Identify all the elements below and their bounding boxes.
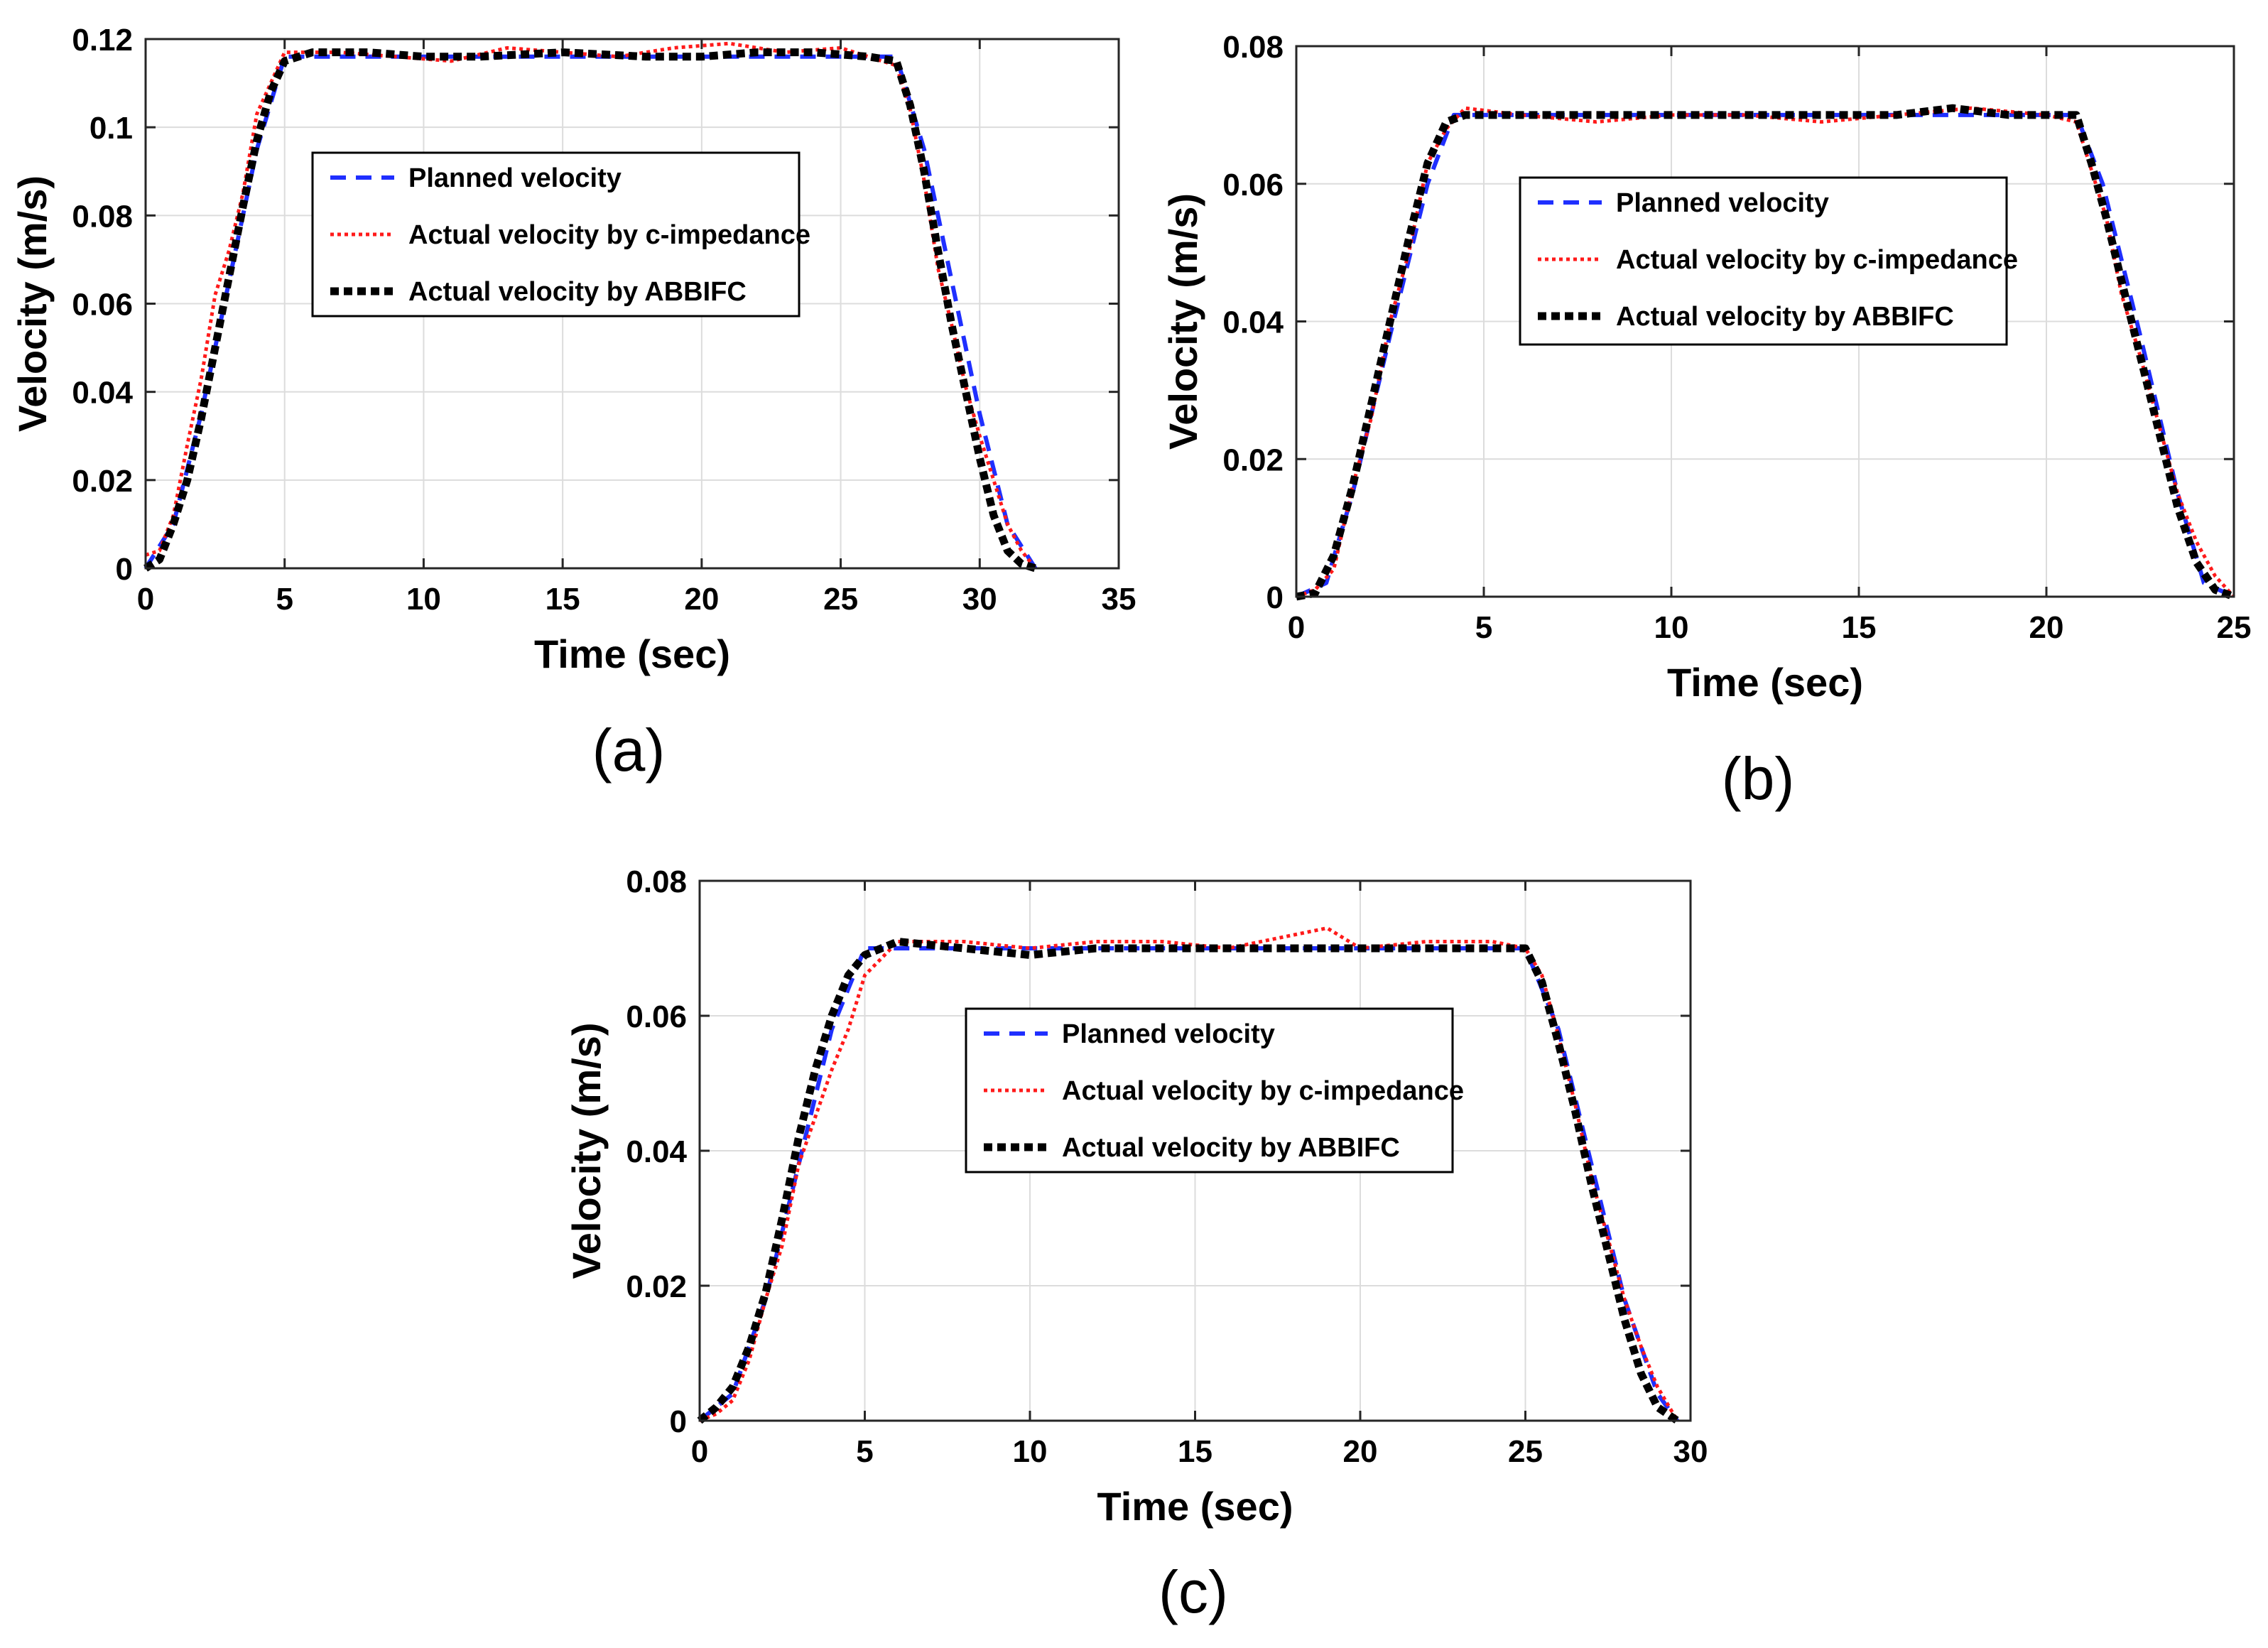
- series-line-abbifc: [143, 48, 1037, 573]
- x-tick-label: 10: [406, 582, 441, 617]
- y-tick-label: 0: [116, 552, 133, 587]
- panel-c: (c): [1159, 1558, 1228, 1625]
- legend-box: [1519, 176, 2008, 346]
- caption-a: (a): [592, 717, 666, 784]
- y-tick-label: 0.06: [626, 999, 687, 1034]
- x-tick-label: 0: [691, 1434, 708, 1469]
- legend-label: Actual velocity by c-impedance: [1616, 245, 2018, 275]
- y-tick-label: 0.12: [72, 23, 133, 58]
- y-tick-label: 0.08: [626, 864, 687, 899]
- series-group-b: [1295, 104, 2235, 601]
- legend-label: Actual velocity by ABBIFC: [408, 277, 747, 307]
- x-tick-label: 0: [1288, 610, 1305, 645]
- panel-b: (b): [1722, 745, 1795, 812]
- y-tick-label: 0.08: [1222, 30, 1284, 65]
- caption-c: (c): [1159, 1558, 1228, 1625]
- y-tick-label: 0.02: [626, 1269, 687, 1304]
- x-tick-label: 30: [962, 582, 997, 617]
- x-tick-label: 5: [276, 582, 293, 617]
- series-line-abbifc: [1296, 104, 2235, 601]
- x-tick-label: 0: [137, 582, 154, 617]
- series-group-c: [697, 926, 1680, 1424]
- y-axis-label: Velocity (m/s): [10, 175, 55, 432]
- x-tick-label: 10: [1654, 610, 1689, 645]
- legend-label: Actual velocity by c-impedance: [1062, 1076, 1464, 1106]
- chart-b: 0 5 10 15 20 25 0 0.02 0.04 0.06 0.08 Time (sec) Vel…: [1161, 30, 2251, 705]
- x-tick-label: 5: [856, 1434, 873, 1469]
- x-tick-label: 25: [1508, 1434, 1543, 1469]
- x-tick-label: 30: [1673, 1434, 1708, 1469]
- y-tick-label: 0.08: [72, 199, 133, 234]
- chart-a: 0 5 10 15 20 25 30 35 0 0.02 0.04 0.06 0.08 0.1 0.12 Ti…: [10, 23, 1136, 676]
- x-axis-label: Time (sec): [534, 631, 730, 676]
- y-tick-label: 0.04: [72, 376, 133, 411]
- legend-b: Planned velocity Actual velocity by c-imp…: [1519, 176, 2018, 346]
- x-tick-label: 5: [1475, 610, 1492, 645]
- x-tick-label: 15: [1178, 1434, 1212, 1469]
- legend-label: Actual velocity by c-impedance: [408, 220, 810, 250]
- x-tick-label: 25: [823, 582, 858, 617]
- y-tick-label: 0.06: [1222, 168, 1284, 202]
- legend-label: Planned velocity: [1616, 188, 1829, 218]
- y-tick-label: 0: [1266, 580, 1284, 615]
- series-line-abbifc: [697, 938, 1680, 1424]
- x-tick-label: 20: [684, 582, 719, 617]
- panel-a: (a): [592, 717, 666, 784]
- x-tick-label: 10: [1013, 1434, 1048, 1469]
- legend-c: Planned velocity Actual velocity by c-imp…: [965, 1007, 1464, 1173]
- x-tick-label: 20: [1343, 1434, 1378, 1469]
- legend-box: [965, 1007, 1454, 1173]
- y-axis-label: Velocity (m/s): [564, 1022, 609, 1279]
- x-axis-label: Time (sec): [1667, 660, 1863, 705]
- legend-label: Actual velocity by ABBIFC: [1616, 302, 1954, 332]
- legend-a: Planned velocity Actual velocity by c-imp…: [311, 151, 810, 318]
- chart-c: 0 5 10 15 20 25 30 0 0.02 0.04 0.06 0.08 Time (sec) V…: [564, 864, 1708, 1529]
- y-tick-label: 0.04: [626, 1134, 687, 1169]
- x-tick-label: 25: [2217, 610, 2252, 645]
- legend-box: [311, 151, 801, 318]
- y-tick-label: 0: [670, 1404, 687, 1439]
- caption-b: (b): [1722, 745, 1795, 812]
- series-group-a: [143, 41, 1038, 573]
- y-tick-label: 0.02: [1222, 443, 1284, 477]
- legend-label: Actual velocity by ABBIFC: [1062, 1133, 1400, 1163]
- y-tick-label: 0.02: [72, 464, 133, 499]
- x-tick-label: 35: [1102, 582, 1136, 617]
- legend-label: Planned velocity: [1062, 1019, 1275, 1049]
- y-tick-label: 0.06: [72, 288, 133, 322]
- x-tick-label: 15: [546, 582, 580, 617]
- legend-label: Planned velocity: [408, 163, 622, 193]
- y-tick-label: 0.1: [89, 111, 133, 146]
- y-tick-label: 0.04: [1222, 305, 1284, 340]
- x-tick-label: 20: [2029, 610, 2064, 645]
- x-tick-label: 15: [1842, 610, 1877, 645]
- series-line-c-impedance: [699, 926, 1679, 1423]
- x-axis-label: Time (sec): [1097, 1484, 1293, 1529]
- y-axis-label: Velocity (m/s): [1161, 193, 1205, 450]
